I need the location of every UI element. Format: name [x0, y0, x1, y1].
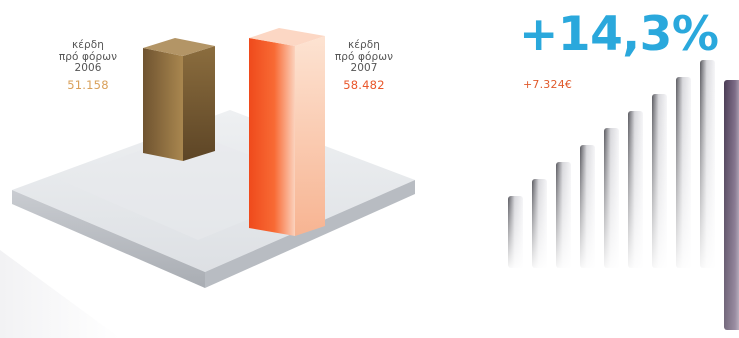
growth-columns [508, 60, 739, 330]
growth-column [724, 80, 739, 330]
growth-column [556, 162, 571, 268]
label-line: κέρδη [71, 39, 105, 51]
growth-column [508, 196, 523, 268]
growth-column [628, 111, 643, 268]
bar-side-face [295, 36, 325, 236]
growth-column [652, 94, 667, 268]
label-line: 2006 [74, 62, 102, 74]
bar-top-face [143, 38, 215, 56]
growth-column [580, 145, 595, 268]
bar-2006 [143, 38, 215, 161]
bar-label-2006: κέρδη πρό φόρων 2006 51.158 [48, 39, 128, 92]
bar-side-face [183, 46, 215, 161]
label-line: πρό φόρων [58, 50, 118, 63]
growth-column [532, 179, 547, 268]
growth-column [700, 60, 715, 268]
growth-column [676, 77, 691, 268]
bar-top-face [249, 28, 325, 46]
label-line: πρό φόρων [334, 50, 394, 63]
growth-headline: +14,3% [519, 7, 719, 62]
bar-group [143, 38, 215, 161]
bar-front-face [249, 38, 295, 236]
bar-2007 [249, 28, 325, 236]
bar-value-2006: 51.158 [67, 77, 109, 92]
bar-group [249, 28, 325, 236]
bar-label-2007: κέρδη πρό φόρων 2007 58.482 [322, 39, 406, 92]
label-line: κέρδη [347, 39, 381, 51]
bar-front-face [143, 48, 183, 161]
label-line: 2007 [350, 62, 378, 74]
growth-column [604, 128, 619, 268]
growth-amount: +7.324€ [523, 78, 573, 91]
background-wedge [0, 250, 120, 338]
bar-value-2007: 58.482 [343, 77, 385, 92]
